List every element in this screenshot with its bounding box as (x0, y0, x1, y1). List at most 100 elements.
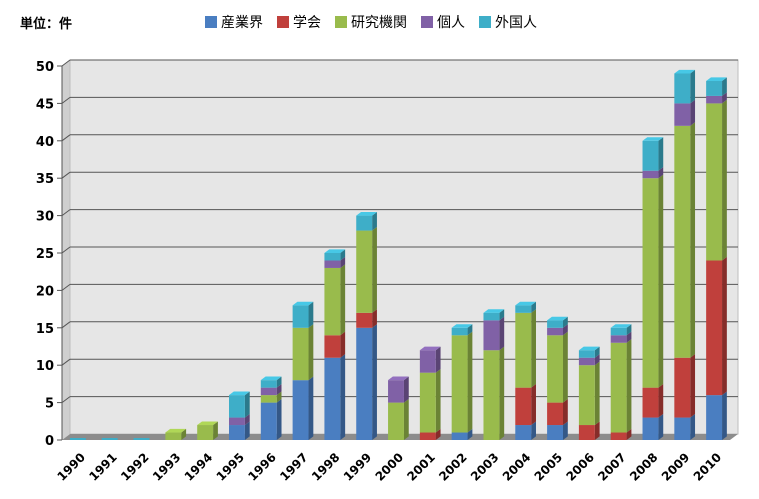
bar-segment-side (722, 92, 727, 104)
gridline (61, 358, 71, 366)
bar-segment-side (372, 309, 377, 328)
bar-segment-side (722, 99, 727, 261)
bar-segment-side (276, 376, 282, 388)
legend: 産業界 学会 研究機関 個人 外国人 (205, 12, 537, 32)
bar-segment-side (467, 428, 473, 440)
bar-segment (324, 253, 341, 261)
bar-segment-side (372, 324, 377, 440)
bar-segment (165, 432, 182, 440)
bar-segment-side (276, 399, 282, 440)
bar-segment (483, 312, 500, 321)
bar-top (578, 346, 600, 351)
bar-segment (292, 327, 309, 381)
x-tick-label: 1996 (245, 450, 279, 484)
legend-swatch (205, 16, 217, 28)
bar-segment-side (563, 421, 568, 440)
bar-top (324, 249, 346, 253)
legend-item: 個人 (421, 12, 465, 32)
y-tick-label: 40 (36, 135, 54, 150)
bar-segment-side (499, 346, 505, 440)
legend-item: 産業界 (205, 12, 263, 32)
gridline (61, 321, 71, 329)
bar-top (674, 69, 696, 74)
bar-segment (642, 140, 659, 171)
bar-segment (578, 350, 595, 358)
bar-segment-side (658, 413, 664, 440)
bar-top (229, 391, 250, 396)
bar-segment-side (626, 324, 632, 336)
bar-segment-side (722, 391, 727, 440)
legend-label: 産業界 (221, 15, 263, 31)
bar-segment (610, 327, 627, 336)
legend-swatch (277, 16, 289, 28)
bar-stub (101, 438, 118, 440)
bar-segment-side (594, 361, 600, 426)
y-tick-label: 25 (36, 247, 54, 262)
bar-segment (324, 357, 341, 440)
bar-segment (229, 395, 245, 418)
bar-segment-side (467, 331, 473, 433)
bar-top (642, 137, 664, 141)
bar-segment-side (690, 413, 696, 440)
bar-segment (674, 73, 691, 104)
bar-segment (260, 387, 277, 396)
bar-segment (706, 395, 723, 440)
bar-segment-side (244, 421, 250, 440)
legend-item: 学会 (277, 12, 321, 32)
gridline (61, 209, 71, 217)
bar-segment-side (213, 421, 218, 440)
gridline (61, 283, 71, 291)
bar-segment-side (499, 309, 505, 321)
x-tick-label: 1999 (341, 450, 375, 484)
x-tick-label: 2000 (373, 450, 407, 484)
bar-stub (133, 438, 150, 440)
legend-item: 外国人 (479, 12, 537, 32)
bar-segment-side (181, 428, 187, 440)
bar-segment-side (372, 226, 377, 313)
x-tick-label: 2008 (627, 450, 661, 484)
bar-segment-side (690, 99, 696, 126)
bar-segment (642, 178, 659, 388)
bar-segment-side (308, 324, 314, 381)
bar-segment-side (690, 69, 696, 104)
bar-segment-side (658, 384, 664, 418)
bar-segment (578, 425, 595, 440)
bar-segment (706, 260, 723, 396)
bar-segment-side (435, 428, 441, 440)
bar-segment-side (531, 421, 536, 440)
bar-segment (610, 432, 627, 440)
bar-segment-side (690, 122, 696, 358)
bar-segment-side (435, 346, 441, 373)
bar-segment-side (244, 391, 250, 418)
bar-segment (578, 357, 595, 366)
bar-segment (515, 305, 532, 313)
bar-segment (388, 380, 404, 403)
bar-segment (706, 95, 723, 104)
bar-segment-side (403, 399, 409, 440)
x-tick-label: 1997 (277, 450, 311, 484)
gridline (61, 246, 71, 254)
bar-segment-side (626, 339, 632, 433)
bar-segment (260, 380, 277, 388)
bar-top (547, 316, 568, 321)
gridline (61, 396, 71, 404)
bar-segment (419, 432, 436, 440)
bar-top (260, 376, 282, 381)
bar-segment-side (563, 331, 568, 403)
bar-segment (674, 357, 691, 418)
bar-segment (547, 425, 563, 440)
gridline (61, 171, 71, 179)
bar-segment (547, 335, 563, 403)
bar-segment-side (244, 413, 250, 426)
gridline (61, 59, 71, 67)
bar-segment-side (499, 316, 505, 351)
bar-segment-side (276, 384, 282, 396)
bar-segment-side (531, 384, 536, 426)
bar-segment (260, 395, 277, 403)
bar-segment (547, 327, 563, 336)
bar-segment (674, 417, 691, 440)
bar-segment-side (626, 428, 632, 440)
x-tick-label: 1992 (118, 450, 152, 484)
legend-swatch (421, 16, 433, 28)
